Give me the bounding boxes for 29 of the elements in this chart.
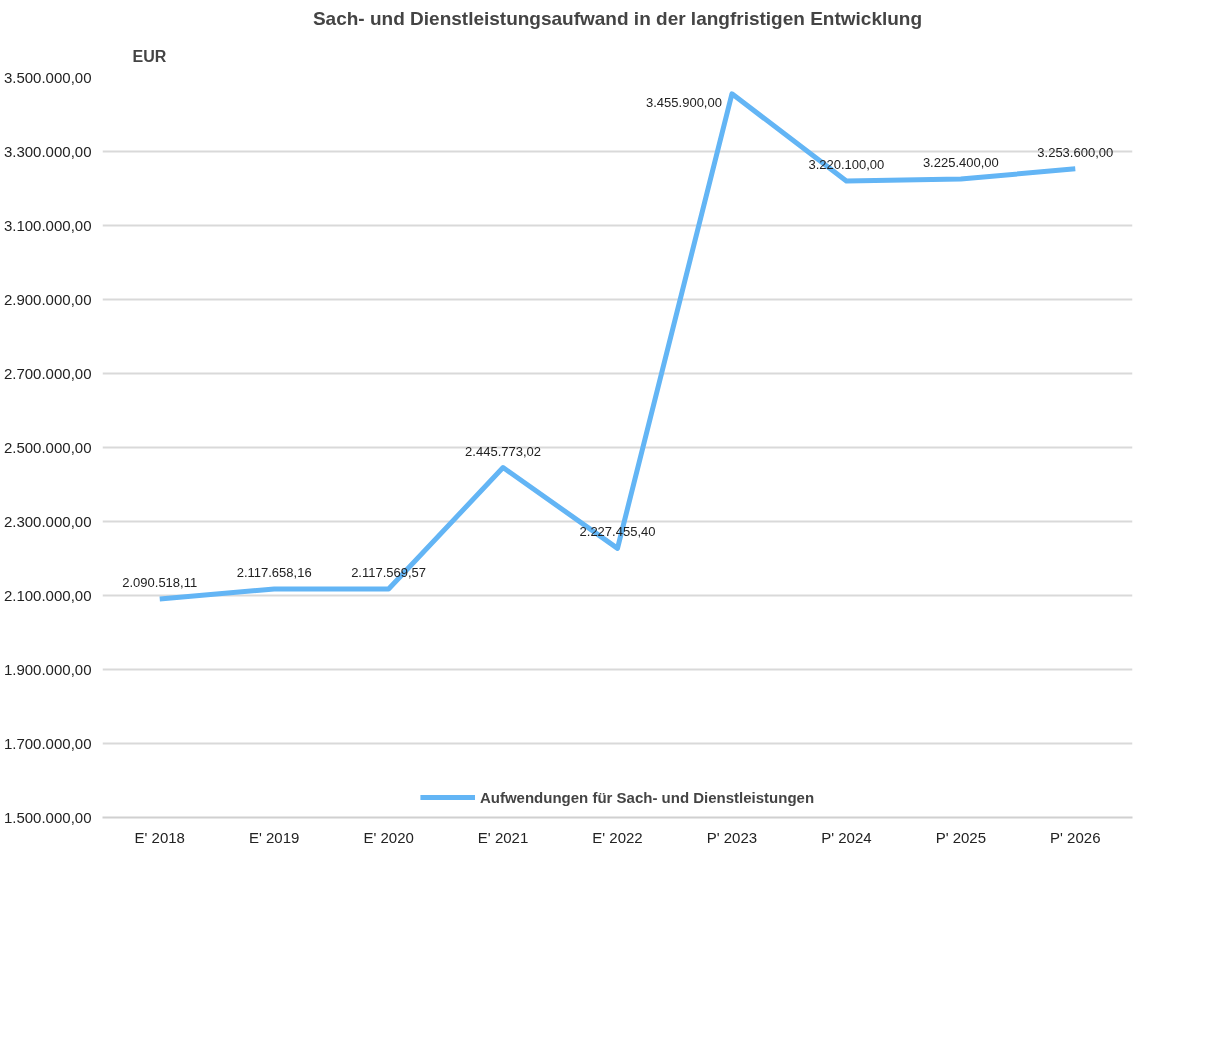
chart-title: Sach- und Dienstleistungsaufwand in der langfristigen Entwicklung [312,7,923,29]
x-tick-label: E' 2020 [363,828,414,846]
data-label: 2.445.773,02 [465,443,542,459]
y-tick-label: 3.100.000,00 [3,216,92,234]
y-tick-label: 2.700.000,00 [3,364,92,382]
y-tick-label: 3.500.000,00 [3,68,92,86]
data-label: 3.225.400,00 [922,155,999,171]
y-tick-label: 3.300.000,00 [3,142,92,160]
x-tick-label: E' 2018 [134,828,185,846]
y-tick-label: 2.900.000,00 [3,290,92,308]
data-label: 3.253.600,00 [1037,144,1114,160]
data-label: 2.090.518,11 [122,575,198,591]
y-tick-label: 1.900.000,00 [3,660,92,678]
x-tick-label: E' 2019 [248,828,300,846]
data-label: 3.455.900,00 [646,94,722,110]
x-tick-label: P' 2025 [935,828,987,846]
y-tick-label: 2.100.000,00 [3,586,92,604]
data-label: 2.117.658,16 [236,564,312,580]
y-tick-label: 2.300.000,00 [3,512,92,530]
y-tick-label: 2.500.000,00 [3,438,92,456]
x-tick-label: P' 2023 [706,828,758,846]
legend-label: Aufwendungen für Sach- und Dienstleistungen [479,788,815,806]
y-tick-label: 1.500.000,00 [3,808,92,826]
x-tick-label: E' 2022 [592,828,643,846]
x-tick-label: P' 2026 [1050,828,1101,846]
x-tick-label: E' 2021 [477,828,529,846]
y-tick-label: 1.700.000,00 [3,734,92,752]
y-axis-title: EUR [132,48,167,65]
x-tick-label: P' 2024 [821,828,872,846]
